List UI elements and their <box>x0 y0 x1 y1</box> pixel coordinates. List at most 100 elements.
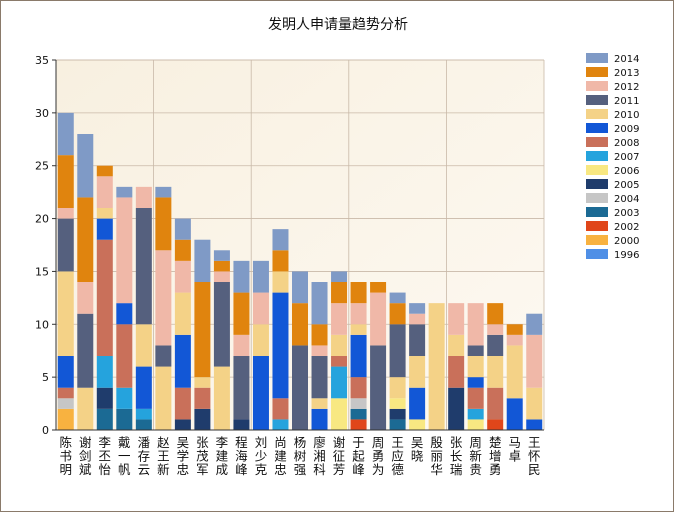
bar-segment-2013 <box>311 324 328 346</box>
bar-segment-2011 <box>292 345 308 430</box>
bar-segment-2011 <box>233 356 250 420</box>
legend-swatch-2004 <box>586 193 608 203</box>
bar-segment-2012 <box>311 345 328 356</box>
bar-segment-2002 <box>487 419 504 430</box>
x-tick-label: 李建成 <box>216 435 229 477</box>
bar-segment-2008 <box>194 387 211 409</box>
bar-segment-2014 <box>77 134 94 198</box>
bar-segment-2010 <box>213 366 230 430</box>
bar-segment-2013 <box>96 165 113 177</box>
bar-segment-2010 <box>77 387 94 430</box>
bar-segment-2005 <box>448 387 465 430</box>
legend-swatch-2008 <box>586 137 608 147</box>
bar-segment-2012 <box>96 176 113 208</box>
bar-segment-2003 <box>116 408 133 430</box>
legend-swatch-2009 <box>586 123 608 133</box>
bar-segment-2011 <box>370 345 387 430</box>
x-tick-label: 李丕怡 <box>99 435 112 477</box>
bar-segment-2003 <box>389 419 406 430</box>
y-tick-label: 30 <box>35 107 49 120</box>
bar-segment-2007 <box>116 387 133 409</box>
legend-swatch-2007 <box>586 151 608 161</box>
bar-segment-2014 <box>331 271 348 282</box>
bar-segment-2011 <box>135 208 152 325</box>
bar-segment-2013 <box>174 239 191 261</box>
bar-segment-2010 <box>155 366 172 430</box>
legend-label-2002: 2002 <box>614 222 639 233</box>
bar-segment-2013 <box>292 303 308 346</box>
bar-segment-2014 <box>252 260 269 293</box>
bar-segment-2010 <box>96 208 113 219</box>
bar-segment-2007 <box>272 419 289 430</box>
bar-segment-2009 <box>174 334 191 388</box>
y-tick-label: 20 <box>35 213 49 226</box>
bar-segment-2009 <box>467 377 484 388</box>
bar-segment-2006 <box>467 419 484 430</box>
bar-segment-2003 <box>350 408 367 420</box>
chart-title: 发明人申请量趋势分析 <box>268 17 408 33</box>
bar-segment-2011 <box>57 218 74 272</box>
x-tick-label: 谢剑斌 <box>79 435 92 477</box>
bar-segment-2007 <box>467 408 484 420</box>
legend-label-2013: 2013 <box>614 68 639 79</box>
x-tick-label: 程海峰 <box>235 435 248 477</box>
bar-segment-2010 <box>350 324 367 335</box>
x-tick-label: 谢征芳 <box>333 435 346 477</box>
x-tick-label: 张茂军 <box>196 435 209 477</box>
bar-segment-2005 <box>233 419 250 430</box>
bar-segment-2009 <box>116 303 133 325</box>
bar-segment-2014 <box>292 271 308 304</box>
bar-segment-2010 <box>311 398 328 409</box>
bar-segment-2012 <box>155 250 172 346</box>
bar-segment-2009 <box>506 398 523 430</box>
bar-segment-2002 <box>350 419 367 430</box>
bar-segment-2005 <box>96 387 113 409</box>
bar-segment-2009 <box>409 387 426 420</box>
legend-label-1996: 1996 <box>614 250 639 261</box>
bar-segment-2012 <box>57 208 74 219</box>
bar-segment-2005 <box>174 419 191 430</box>
bar-segment-2009 <box>96 218 113 240</box>
legend-label-2004: 2004 <box>614 194 639 205</box>
bar-segment-2010 <box>57 271 74 356</box>
bar-segment-2009 <box>57 356 74 388</box>
bar-segment-2011 <box>389 324 406 378</box>
bar-segment-2010 <box>467 356 484 378</box>
y-tick-label: 10 <box>35 318 49 331</box>
x-tick-label: 周勇为 <box>372 435 385 477</box>
legend-label-2014: 2014 <box>614 54 639 65</box>
bar-segment-2011 <box>155 345 172 367</box>
legend-swatch-2003 <box>586 207 608 217</box>
legend-label-2000: 2000 <box>614 236 639 247</box>
x-tick-label: 王应德 <box>391 435 404 477</box>
bar-segment-2009 <box>350 334 367 378</box>
legend-swatch-2012 <box>586 81 608 91</box>
bar-segment-2013 <box>213 260 230 272</box>
bar-segment-2003 <box>135 419 152 430</box>
bar-segment-2012 <box>174 260 191 293</box>
bar-segment-2010 <box>487 356 504 388</box>
legend-label-2008: 2008 <box>614 138 639 149</box>
bar-segment-2014 <box>174 218 191 240</box>
bar-segment-2013 <box>77 197 94 282</box>
bar-segment-2011 <box>311 356 328 399</box>
x-tick-label: 张长瑞 <box>450 435 463 477</box>
bar-segment-2014 <box>311 282 328 325</box>
legend-label-2006: 2006 <box>614 166 639 177</box>
bar-segment-2010 <box>448 334 465 356</box>
bar-segment-2010 <box>389 377 406 399</box>
x-tick-label: 陈书明 <box>60 435 73 477</box>
bar-segment-2014 <box>233 260 250 293</box>
bar-segment-2010 <box>252 324 269 356</box>
bar-segment-2008 <box>467 387 484 409</box>
bar-segment-2013 <box>331 282 348 304</box>
bar-segment-2010 <box>526 387 543 420</box>
bar-segment-2013 <box>506 324 523 335</box>
legend-swatch-2014 <box>586 53 608 63</box>
bar-segment-2014 <box>409 303 426 314</box>
bar-segment-2010 <box>506 345 523 399</box>
bar-segment-2013 <box>389 303 406 325</box>
bar-segment-2014 <box>116 186 133 198</box>
legend-label-2010: 2010 <box>614 110 639 121</box>
